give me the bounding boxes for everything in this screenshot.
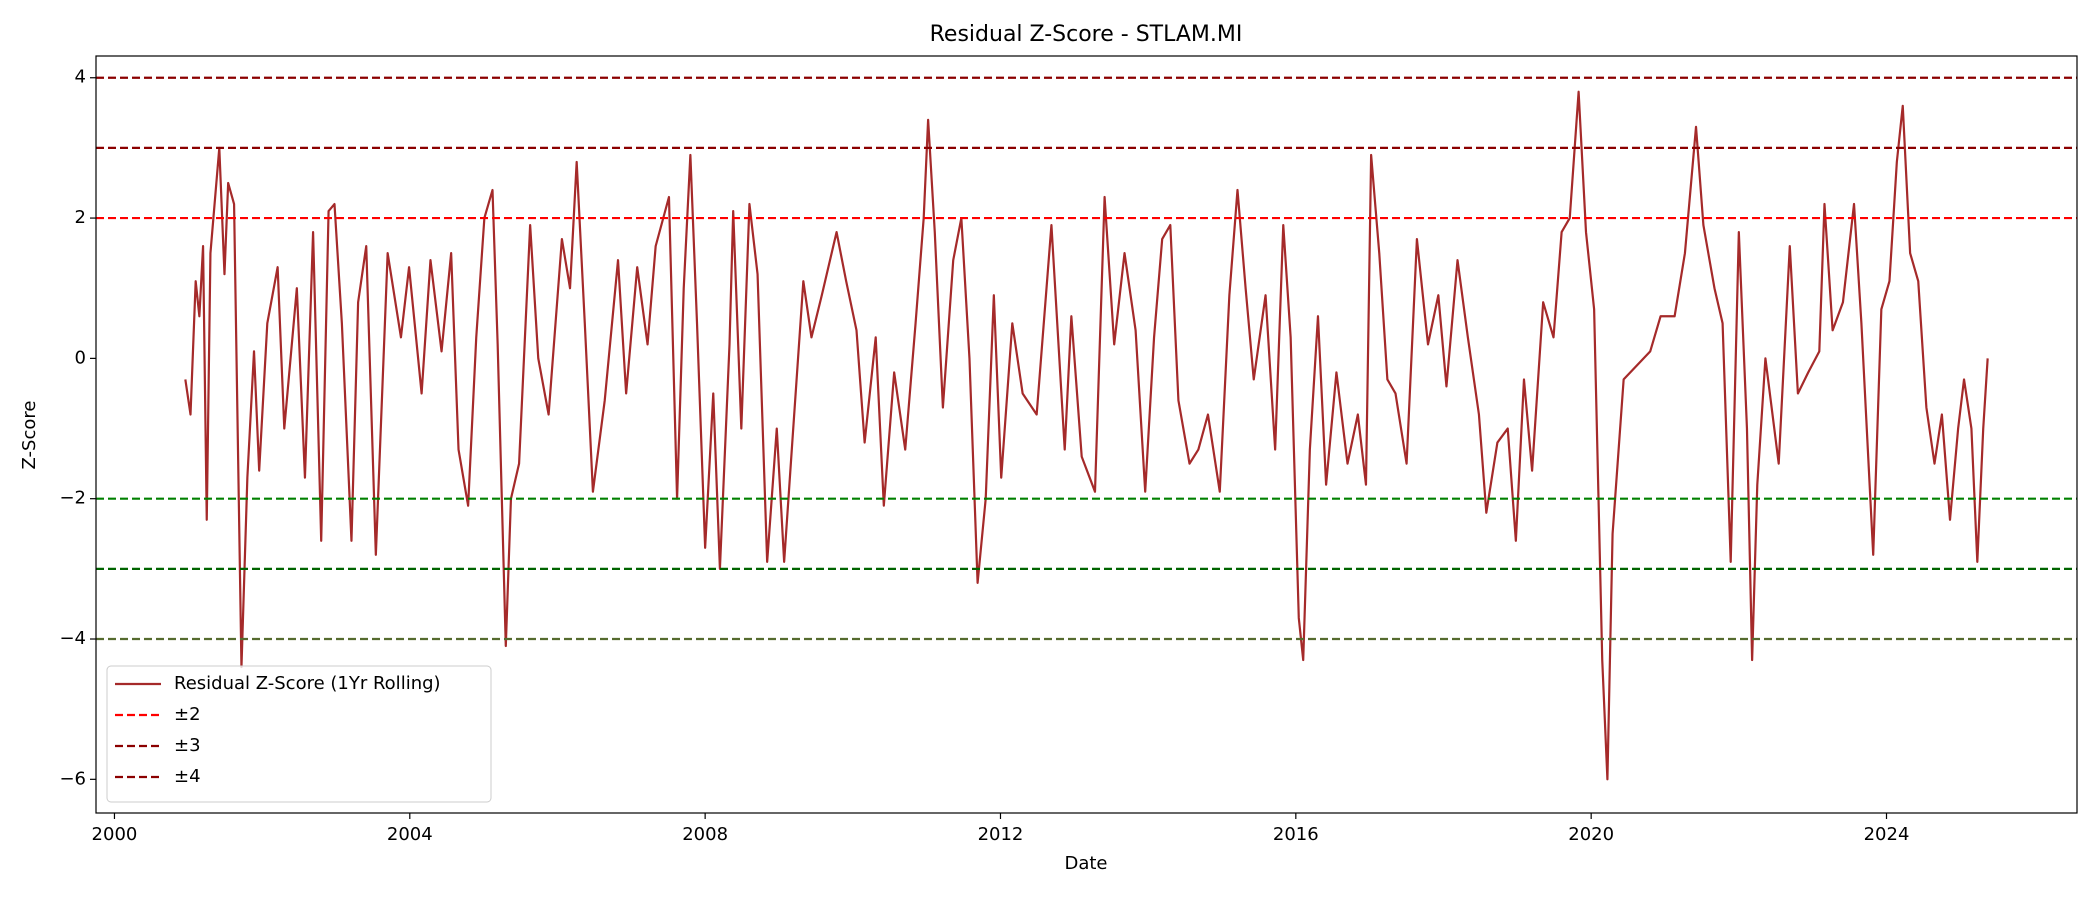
x-tick-label: 2004 — [387, 824, 433, 845]
y-tick-label: 2 — [75, 207, 86, 228]
x-tick-label: 2012 — [978, 824, 1024, 845]
y-tick-label: −4 — [59, 628, 86, 649]
series-line — [184, 90, 1989, 781]
x-tick-label: 2020 — [1568, 824, 1614, 845]
legend-box — [106, 665, 492, 803]
y-axis-label: Z-Score — [19, 401, 40, 470]
y-tick-label: 4 — [75, 67, 86, 88]
legend-label: ±4 — [174, 766, 201, 787]
x-tick-label: 2000 — [92, 824, 138, 845]
y-tick-label: −6 — [59, 768, 86, 789]
x-axis-label: Date — [1064, 853, 1107, 874]
legend-label: ±2 — [174, 704, 201, 725]
plot-frame — [95, 55, 2078, 814]
y-tick-label: −2 — [59, 488, 86, 509]
x-tick-label: 2024 — [1864, 824, 1910, 845]
chart-title: Residual Z-Score - STLAM.MI — [930, 22, 1243, 47]
x-tick-label: 2008 — [682, 824, 728, 845]
legend-label: ±3 — [174, 735, 201, 756]
y-tick-label: 0 — [75, 347, 86, 368]
legend-label: Residual Z-Score (1Yr Rolling) — [174, 673, 441, 694]
x-tick-label: 2016 — [1273, 824, 1319, 845]
